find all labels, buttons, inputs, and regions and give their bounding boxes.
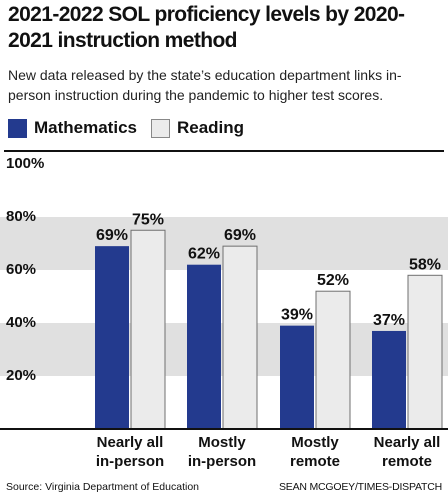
legend-label-mathematics: Mathematics <box>34 118 137 137</box>
bar-mathematics <box>95 246 129 429</box>
data-label-reading: 58% <box>409 256 441 273</box>
x-tick-label: Nearly all remote <box>374 434 441 470</box>
data-label-mathematics: 37% <box>373 312 405 329</box>
x-tick-label-line: Mostly <box>198 434 246 451</box>
x-tick-label-line: remote <box>382 453 432 470</box>
x-tick-label-line: Nearly all <box>374 434 441 451</box>
bar-mathematics <box>187 264 221 429</box>
data-label-mathematics: 69% <box>96 227 128 244</box>
x-tick-label-line: remote <box>290 453 340 470</box>
chart-title: 2021-2022 SOL proficiency levels by 2020… <box>8 3 405 52</box>
data-label-reading: 75% <box>132 211 164 228</box>
data-label-reading: 69% <box>224 227 256 244</box>
chart-subtitle: New data released by the state’s educati… <box>8 67 402 103</box>
data-label-reading: 52% <box>317 272 349 289</box>
chart-top-rule <box>4 150 444 152</box>
x-tick-label: Mostly remote <box>290 434 340 470</box>
y-tick-label: 40% <box>6 314 36 331</box>
bar-reading <box>130 229 166 430</box>
credit-note: SEAN MCGOEY/TIMES-DISPATCH <box>278 481 442 493</box>
bar-mathematics <box>280 325 314 429</box>
x-tick-label-line: in-person <box>96 453 164 470</box>
source-note: Source: Virginia Department of Education <box>6 481 199 493</box>
data-label-mathematics: 62% <box>188 246 220 263</box>
bar-reading <box>407 274 443 430</box>
legend-item-reading: Reading <box>150 118 245 138</box>
legend: Mathematics Reading <box>8 116 258 140</box>
x-tick-label-line: Nearly all <box>97 434 164 451</box>
y-tick-label: 80% <box>6 208 36 225</box>
legend-label-reading: Reading <box>176 118 245 137</box>
x-tick-label-line: Mostly <box>291 434 339 451</box>
y-tick-label: 60% <box>6 261 36 278</box>
bar-reading <box>222 245 258 430</box>
legend-swatch-mathematics <box>8 118 27 138</box>
x-tick-label: Mostly in-person <box>188 434 256 470</box>
legend-swatch-reading <box>150 118 170 138</box>
y-tick-label: 20% <box>6 367 36 384</box>
bar-reading <box>315 290 351 430</box>
bar-mathematics <box>372 330 406 429</box>
x-tick-label: Nearly all in-person <box>96 434 164 470</box>
x-tick-label-line: in-person <box>188 453 256 470</box>
y-tick-label: 100% <box>6 155 44 172</box>
legend-item-mathematics: Mathematics <box>8 118 137 138</box>
data-label-mathematics: 39% <box>281 307 313 324</box>
bar-chart: 20%40%60%80%100%69%75%Nearly all in-perso… <box>0 155 448 470</box>
